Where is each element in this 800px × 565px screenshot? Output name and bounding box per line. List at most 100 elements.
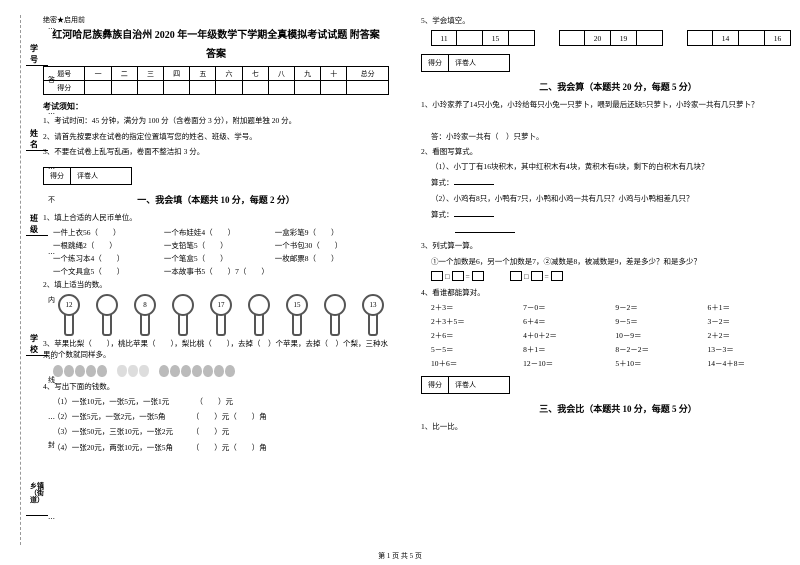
sub-question: （1）、小丁丁有16块积木，其中红积木有4块，黄积木有6块，剩下的白积木有几块？ xyxy=(421,161,800,172)
grader-label: 评卷人 xyxy=(449,55,509,71)
num-box xyxy=(739,30,765,46)
th: 十 xyxy=(321,67,347,81)
exam-page: 学号 姓名 班级 学校 乡镇（街道） ⋯ 答 ⋯ ⋯ 不 ⋯ 内 ⋯ 线 ⋯ 封… xyxy=(0,0,800,545)
calc-item: 2＋6＝ xyxy=(431,330,523,341)
th: 七 xyxy=(242,67,268,81)
calc-item: 9－2＝ xyxy=(615,302,707,313)
num-box: 20 xyxy=(585,30,611,46)
sub-question: ①一个加数是6，另一个加数是7，②减数是8，被减数是9，差是多少？和是多少？ xyxy=(421,256,800,267)
pear-icon xyxy=(53,365,63,377)
calc-item: 6＋1＝ xyxy=(707,302,799,313)
calc-label: 算式： xyxy=(431,178,454,187)
notice-head: 考试须知： xyxy=(43,101,389,112)
answer-line xyxy=(455,224,515,233)
num-box xyxy=(559,30,585,46)
key-shape xyxy=(243,294,275,334)
apple-icon xyxy=(170,365,180,377)
calc-item: 9－5＝ xyxy=(615,316,707,327)
answer-line xyxy=(454,176,494,185)
calc-item: 2＋2＝ xyxy=(707,330,799,341)
question: 1、比一比。 xyxy=(421,421,800,432)
score-box: 得分 评卷人 xyxy=(421,54,510,72)
score-label: 得分 xyxy=(422,377,449,393)
th: 五 xyxy=(190,67,216,81)
exam-title: 红河哈尼族彝族自治州 2020 年一年级数学下学期全真模拟考试试题 附答案 xyxy=(43,29,389,43)
key-shape: 15 xyxy=(281,294,313,334)
q1-items: 一件上衣56（ ） 一个布娃娃4（ ） 一盒彩笔9（ ） 一根跳绳2（ ） 一支… xyxy=(43,227,389,279)
calc-item: 8－2－2＝ xyxy=(615,344,707,355)
calc-item: 10＋6＝ xyxy=(431,358,523,369)
box-group: □= xyxy=(510,271,563,282)
left-column: 绝密★启用前 红河哈尼族彝族自治州 2020 年一年级数学下学期全真模拟考试试题… xyxy=(31,15,401,545)
peach-icon xyxy=(117,365,127,377)
score-label: 得分 xyxy=(422,55,449,71)
key-shape: 17 xyxy=(205,294,237,334)
calc-grid: 2＋3＝ 7－0＝ 9－2＝ 6＋1＝ 2＋3＋5＝ 6＋4＝ 9－5＝ 3－2… xyxy=(421,302,800,372)
pear-icon xyxy=(97,365,107,377)
num-box: 14 xyxy=(713,30,739,46)
apple-icon xyxy=(159,365,169,377)
question: 1、填上合适的人民币单位。 xyxy=(43,212,389,223)
pear-icon xyxy=(64,365,74,377)
th: 总分 xyxy=(347,67,389,81)
item: 一盒彩笔9（ ） xyxy=(275,227,386,238)
pear-icon xyxy=(86,365,96,377)
calc-item: 2＋3＝ xyxy=(431,302,523,313)
key-shape: 12 xyxy=(53,294,85,334)
fruit-diagram xyxy=(43,365,389,377)
num-box xyxy=(457,30,483,46)
calc-line: 算式： xyxy=(421,208,800,220)
section-title: 二、我会算（本题共 20 分，每题 5 分） xyxy=(421,80,800,93)
table-row: 得分 xyxy=(44,81,389,95)
key-shape: 13 xyxy=(357,294,389,334)
item: 一个文具盒5（ ） xyxy=(53,266,164,277)
num-box xyxy=(637,30,663,46)
item: 一个练习本4（ ） xyxy=(53,253,164,264)
num-box: 15 xyxy=(483,30,509,46)
calc-line xyxy=(421,224,800,236)
secret-label: 绝密★启用前 xyxy=(43,15,389,25)
page-footer: 第 1 页 共 5 页 xyxy=(0,551,800,561)
binding-margin: 学号 姓名 班级 学校 乡镇（街道） ⋯ 答 ⋯ ⋯ 不 ⋯ 内 ⋯ 线 ⋯ 封… xyxy=(20,15,21,545)
apple-icon xyxy=(214,365,224,377)
calc-line: 算式： xyxy=(421,176,800,188)
th: 八 xyxy=(268,67,294,81)
apple-icon xyxy=(225,365,235,377)
question: 3、苹果比梨（ ），桃比苹果（ ），梨比桃（ ），去掉（ ）个苹果，去掉（ ）个… xyxy=(43,338,389,361)
calc-item: 13－3＝ xyxy=(707,344,799,355)
box-group: □= xyxy=(431,271,484,282)
item: 一个书包30（ ） xyxy=(275,240,386,251)
question: 1、小玲家养了14只小兔，小玲给每只小兔一只萝卜，喂到最后还缺5只萝卜，小玲家一… xyxy=(421,99,800,110)
th: 题号 xyxy=(44,67,85,81)
notice-item: 1、考试时间：45 分钟，满分为 100 分（含卷面分 3 分），附加题单独 2… xyxy=(43,116,389,127)
question: 2、看图写算式。 xyxy=(421,146,800,157)
question: 2、填上适当的数。 xyxy=(43,279,389,290)
item: 一个布娃娃4（ ） xyxy=(164,227,275,238)
calc-item: 2＋3＋5＝ xyxy=(431,316,523,327)
num-box xyxy=(687,30,713,46)
grader-label: 评卷人 xyxy=(449,377,509,393)
td: 得分 xyxy=(44,81,85,95)
fruit-cluster xyxy=(117,365,149,377)
key-shape: 8 xyxy=(129,294,161,334)
keys-diagram: 12 8 17 15 13 xyxy=(43,294,389,334)
fruit-cluster xyxy=(159,365,235,377)
box-group: 11 15 xyxy=(431,30,535,46)
th: 六 xyxy=(216,67,242,81)
peach-icon xyxy=(139,365,149,377)
box-group: 14 16 xyxy=(687,30,791,46)
calc-item: 10－9＝ xyxy=(615,330,707,341)
num-box: 19 xyxy=(611,30,637,46)
calc-item: 3－2＝ xyxy=(707,316,799,327)
calc-item: 5＋10＝ xyxy=(615,358,707,369)
calc-label: 算式： xyxy=(431,210,454,219)
calc-item: 5－5＝ xyxy=(431,344,523,355)
answer-line xyxy=(454,208,494,217)
item xyxy=(275,266,386,277)
table-row: 题号 一 二 三 四 五 六 七 八 九 十 总分 xyxy=(44,67,389,81)
score-table: 题号 一 二 三 四 五 六 七 八 九 十 总分 得分 xyxy=(43,66,389,95)
section-title: 一、我会填（本题共 10 分，每题 2 分） xyxy=(43,193,389,206)
key-shape xyxy=(167,294,199,334)
key-shape xyxy=(319,294,351,334)
num-box: 11 xyxy=(431,30,457,46)
